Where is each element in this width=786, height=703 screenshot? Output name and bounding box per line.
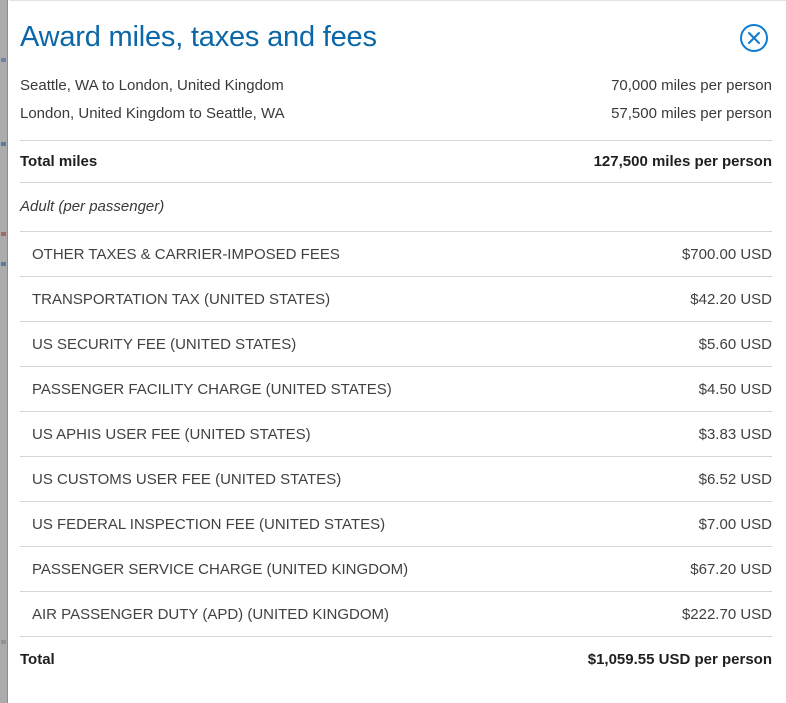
miles-section: Seattle, WA to London, United Kingdom 70… bbox=[20, 66, 772, 141]
background-speck bbox=[1, 58, 6, 62]
passenger-type-heading: Adult (per passenger) bbox=[20, 183, 772, 232]
segment-miles-value: 70,000 miles per person bbox=[611, 77, 772, 94]
total-miles-row: Total miles 127,500 miles per person bbox=[20, 141, 772, 183]
fee-label: US APHIS USER FEE (UNITED STATES) bbox=[32, 425, 311, 443]
fee-label: US CUSTOMS USER FEE (UNITED STATES) bbox=[32, 470, 342, 488]
modal-title: Award miles, taxes and fees bbox=[20, 21, 377, 53]
background-speck bbox=[1, 142, 6, 146]
fee-row: OTHER TAXES & CARRIER-IMPOSED FEES $700.… bbox=[20, 232, 772, 277]
award-miles-taxes-fees-modal: Award miles, taxes and fees Seattle, WA … bbox=[9, 0, 786, 703]
fee-label: PASSENGER SERVICE CHARGE (UNITED KINGDOM… bbox=[32, 560, 409, 578]
fee-value: $700.00 USD bbox=[681, 245, 772, 263]
total-label: Total bbox=[20, 651, 55, 668]
modal-header: Award miles, taxes and fees bbox=[20, 1, 772, 66]
fee-row: US FEDERAL INSPECTION FEE (UNITED STATES… bbox=[20, 502, 772, 547]
fee-label: US SECURITY FEE (UNITED STATES) bbox=[32, 335, 297, 353]
fee-row: AIR PASSENGER DUTY (APD) (UNITED KINGDOM… bbox=[20, 592, 772, 637]
background-speck bbox=[1, 262, 6, 266]
fee-label: TRANSPORTATION TAX (UNITED STATES) bbox=[32, 290, 331, 308]
close-button[interactable] bbox=[738, 22, 770, 54]
fee-value: $67.20 USD bbox=[690, 560, 772, 578]
fee-value: $4.50 USD bbox=[698, 380, 772, 398]
fee-value: $6.52 USD bbox=[698, 470, 772, 488]
segment-label: London, United Kingdom to Seattle, WA bbox=[20, 105, 285, 122]
segment-miles-value: 57,500 miles per person bbox=[611, 105, 772, 122]
background-speck bbox=[1, 640, 6, 644]
fee-value: $5.60 USD bbox=[698, 335, 772, 353]
fee-label: PASSENGER FACILITY CHARGE (UNITED STATES… bbox=[32, 380, 392, 398]
miles-row: London, United Kingdom to Seattle, WA 57… bbox=[20, 100, 772, 128]
fee-value: $3.83 USD bbox=[698, 425, 772, 443]
fee-label: AIR PASSENGER DUTY (APD) (UNITED KINGDOM… bbox=[32, 605, 389, 623]
total-value: $1,059.55 USD per person bbox=[587, 651, 772, 668]
fee-row: TRANSPORTATION TAX (UNITED STATES) $42.2… bbox=[20, 277, 772, 322]
total-miles-label: Total miles bbox=[20, 153, 98, 170]
miles-row: Seattle, WA to London, United Kingdom 70… bbox=[20, 72, 772, 100]
total-miles-value: 127,500 miles per person bbox=[593, 153, 772, 170]
passenger-type-label: Adult (per passenger) bbox=[20, 198, 165, 215]
fee-value: $7.00 USD bbox=[698, 515, 772, 533]
fees-list: OTHER TAXES & CARRIER-IMPOSED FEES $700.… bbox=[20, 232, 772, 637]
background-page-edge bbox=[0, 0, 8, 703]
fee-label: OTHER TAXES & CARRIER-IMPOSED FEES bbox=[32, 245, 340, 263]
segment-label: Seattle, WA to London, United Kingdom bbox=[20, 77, 284, 94]
fee-row: US CUSTOMS USER FEE (UNITED STATES) $6.5… bbox=[20, 457, 772, 502]
fee-label: US FEDERAL INSPECTION FEE (UNITED STATES… bbox=[32, 515, 386, 533]
fee-value: $42.20 USD bbox=[690, 290, 772, 308]
close-icon bbox=[740, 23, 768, 52]
fee-value: $222.70 USD bbox=[681, 605, 772, 623]
fee-row: PASSENGER SERVICE CHARGE (UNITED KINGDOM… bbox=[20, 547, 772, 592]
fee-row: US SECURITY FEE (UNITED STATES) $5.60 US… bbox=[20, 322, 772, 367]
background-speck bbox=[1, 232, 6, 236]
fee-row: US APHIS USER FEE (UNITED STATES) $3.83 … bbox=[20, 412, 772, 457]
fee-row: PASSENGER FACILITY CHARGE (UNITED STATES… bbox=[20, 367, 772, 412]
total-row: Total $1,059.55 USD per person bbox=[20, 637, 772, 682]
